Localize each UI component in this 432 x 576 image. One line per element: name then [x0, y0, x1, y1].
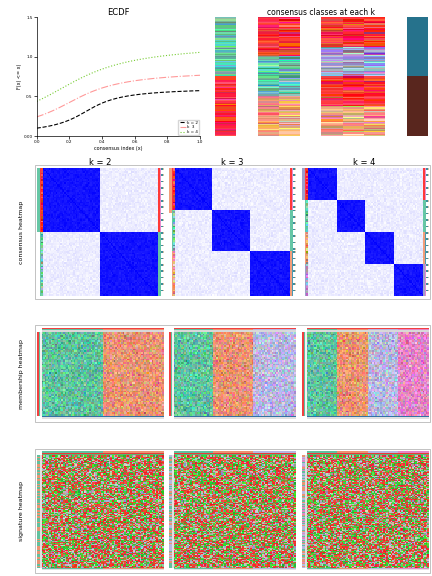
Legend: k = 2, k  3, k = 4: k = 2, k 3, k = 4	[178, 119, 199, 135]
Text: consensus heatmap: consensus heatmap	[19, 200, 24, 264]
Title: k = 4: k = 4	[353, 158, 376, 167]
Text: signature heatmap: signature heatmap	[19, 481, 24, 541]
X-axis label: consensus index (x): consensus index (x)	[94, 146, 143, 151]
Title: k = 3: k = 3	[221, 158, 244, 167]
Title: k = 2: k = 2	[89, 158, 111, 167]
Text: membership heatmap: membership heatmap	[19, 339, 24, 408]
Title: ECDF: ECDF	[107, 7, 130, 17]
Title: consensus classes at each k: consensus classes at each k	[267, 7, 375, 17]
Y-axis label: F(x) <= x): F(x) <= x)	[17, 64, 22, 89]
